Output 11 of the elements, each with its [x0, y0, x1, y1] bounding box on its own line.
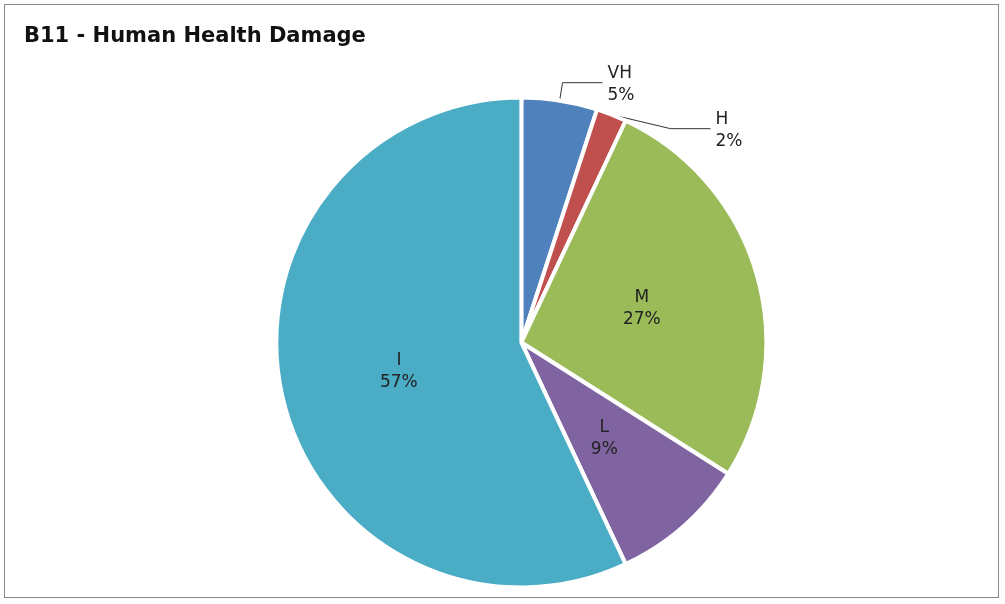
data-label: 2% — [715, 129, 743, 150]
chart-title: B11 - Human Health Damage — [24, 22, 366, 47]
slice-label: H — [715, 107, 729, 128]
data-label: 9% — [590, 437, 618, 458]
slice-label: L — [599, 415, 610, 436]
slice-label: I — [396, 348, 402, 369]
data-label: 5% — [607, 83, 635, 104]
slice-label: M — [634, 286, 650, 307]
slice-label: VH — [607, 61, 632, 82]
data-label: 27% — [622, 308, 661, 329]
data-label: 57% — [379, 370, 418, 391]
